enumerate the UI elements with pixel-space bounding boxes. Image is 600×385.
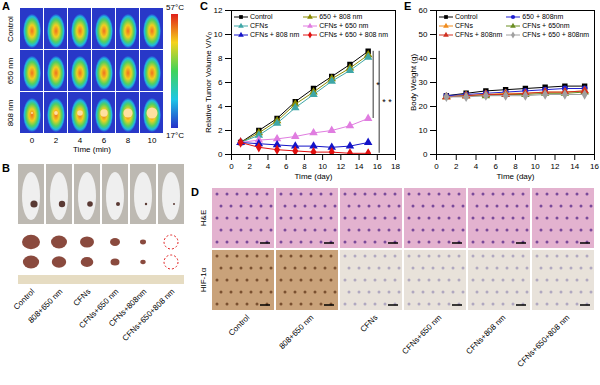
svg-text:2: 2 bbox=[218, 126, 223, 135]
html-text:650 + 808 nm: 650 + 808 nm bbox=[319, 13, 363, 20]
svg-text:16: 16 bbox=[590, 162, 599, 171]
svg-text:8: 8 bbox=[513, 162, 518, 171]
svg-text:Body Weight (g): Body Weight (g) bbox=[409, 54, 418, 112]
svg-text:0: 0 bbox=[423, 150, 428, 159]
html-text:CFNs: CFNs bbox=[455, 22, 473, 29]
svg-text:16: 16 bbox=[373, 162, 382, 171]
svg-text:808+650 nm: 808+650 nm bbox=[26, 287, 64, 325]
svg-text:2: 2 bbox=[54, 136, 59, 145]
svg-text:Time (day): Time (day) bbox=[295, 172, 333, 181]
svg-text:30: 30 bbox=[419, 78, 428, 87]
svg-text:10: 10 bbox=[148, 136, 157, 145]
svg-text:HIF-1α: HIF-1α bbox=[199, 267, 208, 292]
svg-text:808+650 nm: 808+650 nm bbox=[277, 313, 315, 351]
svg-text:8: 8 bbox=[218, 54, 223, 63]
svg-text:10: 10 bbox=[318, 162, 327, 171]
html-text:Control: Control bbox=[455, 13, 478, 20]
svg-text:14: 14 bbox=[355, 162, 364, 171]
svg-text:6: 6 bbox=[284, 162, 289, 171]
svg-text:10: 10 bbox=[214, 30, 223, 39]
svg-text:8: 8 bbox=[126, 136, 131, 145]
svg-text:0: 0 bbox=[434, 162, 439, 171]
svg-text:12: 12 bbox=[551, 162, 560, 171]
svg-text:4: 4 bbox=[78, 136, 83, 145]
svg-text:D: D bbox=[191, 186, 199, 198]
svg-text:8: 8 bbox=[302, 162, 307, 171]
svg-text:* *: * * bbox=[382, 97, 392, 107]
html-text:CFNs + 650 + 808nm: CFNs + 650 + 808nm bbox=[522, 31, 590, 38]
svg-text:57°C: 57°C bbox=[166, 3, 184, 12]
svg-text:CFNs: CFNs bbox=[72, 287, 93, 308]
svg-text:Relative Tumor Volume V/V₀: Relative Tumor Volume V/V₀ bbox=[204, 32, 213, 133]
html-text:CFNs + 650nm: CFNs + 650nm bbox=[522, 22, 570, 29]
svg-text:C: C bbox=[200, 0, 208, 12]
svg-text:10: 10 bbox=[419, 126, 428, 135]
svg-text:Control: Control bbox=[12, 287, 37, 312]
svg-text:60: 60 bbox=[419, 6, 428, 15]
svg-text:4: 4 bbox=[266, 162, 271, 171]
svg-text:4: 4 bbox=[474, 162, 479, 171]
svg-text:0: 0 bbox=[30, 136, 35, 145]
svg-text:2: 2 bbox=[247, 162, 252, 171]
svg-text:808 nm: 808 nm bbox=[6, 99, 15, 126]
svg-text:0: 0 bbox=[229, 162, 234, 171]
html-text:CFNs + 808nm: CFNs + 808nm bbox=[455, 31, 503, 38]
svg-text:CFNs+650+808 nm: CFNs+650+808 nm bbox=[121, 287, 177, 343]
svg-text:20: 20 bbox=[419, 102, 428, 111]
html-text:Control: Control bbox=[250, 13, 273, 20]
svg-text:CFNs: CFNs bbox=[359, 313, 380, 334]
svg-text:A: A bbox=[2, 0, 10, 12]
svg-text:6: 6 bbox=[218, 78, 223, 87]
svg-text:6: 6 bbox=[102, 136, 107, 145]
html-text:CFNs: CFNs bbox=[250, 22, 268, 29]
svg-text:Time (min): Time (min) bbox=[73, 145, 111, 154]
svg-text:0: 0 bbox=[218, 150, 223, 159]
html-text:CFNs + 650 nm: CFNs + 650 nm bbox=[319, 22, 369, 29]
svg-text:18: 18 bbox=[391, 162, 400, 171]
svg-text:12: 12 bbox=[336, 162, 345, 171]
svg-text:CFNs+808 nm: CFNs+808 nm bbox=[464, 313, 507, 356]
svg-text:14: 14 bbox=[570, 162, 579, 171]
svg-text:*: * bbox=[376, 80, 380, 90]
svg-text:650 nm: 650 nm bbox=[6, 57, 15, 84]
svg-text:2: 2 bbox=[454, 162, 459, 171]
svg-text:H&E: H&E bbox=[199, 210, 208, 226]
svg-text:Control: Control bbox=[227, 313, 252, 338]
svg-text:CFNs+650 nm: CFNs+650 nm bbox=[77, 287, 121, 330]
html-text:CFNs + 808 nm: CFNs + 808 nm bbox=[250, 31, 300, 38]
svg-text:CFNs+650+808 nm: CFNs+650+808 nm bbox=[516, 313, 572, 369]
svg-text:B: B bbox=[2, 162, 10, 174]
svg-text:CFNs+650 nm: CFNs+650 nm bbox=[400, 313, 443, 356]
html-text:650 + 808nm: 650 + 808nm bbox=[522, 13, 564, 20]
svg-text:12: 12 bbox=[214, 6, 223, 15]
svg-text:Control: Control bbox=[6, 16, 15, 42]
svg-text:4: 4 bbox=[218, 102, 223, 111]
html-text:CFNs + 650 + 808 nm: CFNs + 650 + 808 nm bbox=[319, 31, 389, 38]
svg-text:17°C: 17°C bbox=[166, 131, 184, 140]
svg-text:40: 40 bbox=[419, 54, 428, 63]
svg-text:Time (day): Time (day) bbox=[497, 172, 535, 181]
svg-text:6: 6 bbox=[494, 162, 499, 171]
svg-text:E: E bbox=[404, 0, 411, 12]
svg-text:CFNs+808nm: CFNs+808nm bbox=[107, 287, 149, 329]
svg-text:50: 50 bbox=[419, 30, 428, 39]
svg-text:10: 10 bbox=[531, 162, 540, 171]
